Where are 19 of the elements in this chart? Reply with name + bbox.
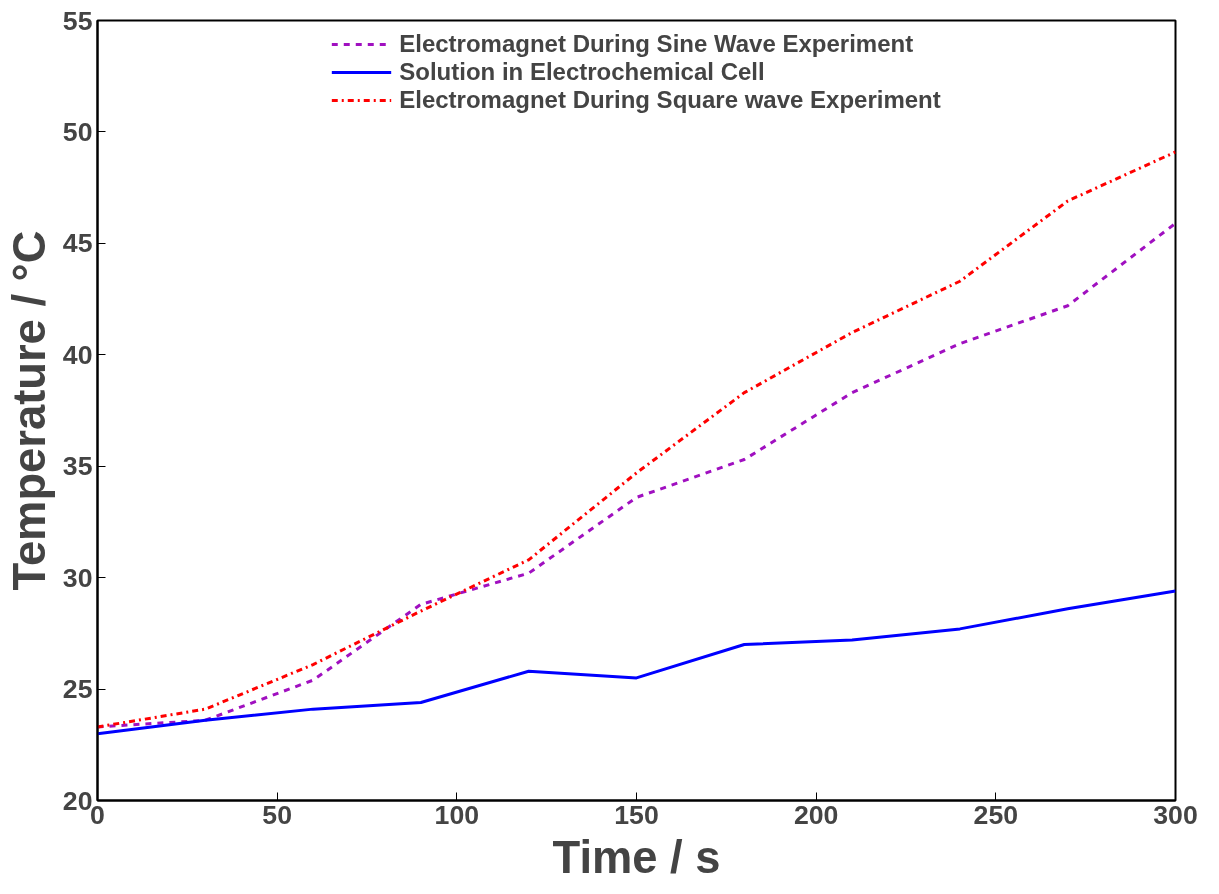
legend-label: Solution in Electrochemical Cell [399,58,765,86]
x-tick-label: 300 [1153,799,1198,830]
x-tick-label: 200 [793,799,839,830]
y-tick-label: 40 [62,339,93,370]
y-tick-label: 25 [62,674,93,705]
y-tick-label: 30 [62,562,93,593]
legend-label: Electromagnet During Square wave Experiment [399,86,941,114]
x-tick-label: 250 [973,799,1019,830]
line-series [97,589,1176,736]
legend-label: Electromagnet During Sine Wave Experiment [399,30,914,58]
x-tick-label: 100 [434,799,480,830]
y-tick-label: 45 [62,228,93,259]
y-tick-label: 50 [62,116,93,147]
x-axis-title: Time / s [552,831,721,883]
x-tick-label: 50 [262,799,292,830]
x-tick-label: 150 [614,799,659,830]
y-tick-label: 35 [62,451,93,482]
y-axis-title: Temperature / °C [3,230,55,591]
y-tick-label: 55 [62,5,93,36]
